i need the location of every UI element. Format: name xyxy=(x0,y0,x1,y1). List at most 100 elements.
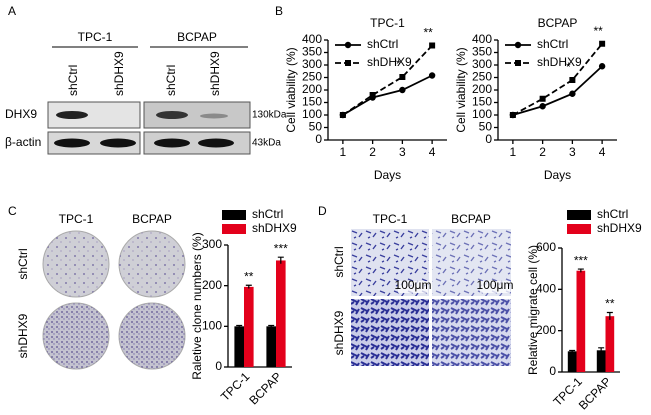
y-tick-label: 200 xyxy=(536,323,556,337)
error-bar xyxy=(598,347,605,353)
legend-label: shCtrl xyxy=(597,207,628,221)
western-blot: TPC-1 BCPAP shCtrl shDHX9 shCtrl shDHX9 … xyxy=(5,30,287,155)
point xyxy=(428,72,436,79)
point xyxy=(539,95,546,102)
y-tick-label: 200 xyxy=(472,82,492,96)
group-label: TPC-1 xyxy=(78,30,113,44)
legend-marker xyxy=(345,60,351,66)
point xyxy=(509,112,516,118)
chart-title: BCPAP xyxy=(538,16,578,30)
y-tick-label: 0 xyxy=(315,132,322,146)
group-label: BCPAP xyxy=(177,30,217,44)
scale-bar-label: 100μm xyxy=(477,278,514,292)
blot-box xyxy=(47,131,141,155)
bar xyxy=(244,286,254,367)
y-axis-label: Relative migrate cell (%) xyxy=(526,245,540,375)
y-tick-label: 300 xyxy=(472,57,492,71)
row-label: DHX9 xyxy=(5,107,37,121)
annotation: *** xyxy=(574,253,588,267)
y-tick-label: 100 xyxy=(302,107,322,121)
scale-bar-label: 100μm xyxy=(395,278,432,292)
panel-label: D xyxy=(318,204,327,218)
legend-marker xyxy=(344,41,352,49)
error-bar xyxy=(606,311,613,320)
point xyxy=(429,42,436,49)
legend-label: shDHX9 xyxy=(367,55,412,69)
column-label: BCPAP xyxy=(132,212,172,226)
scale-bg xyxy=(398,281,428,293)
micrograph-cells xyxy=(351,299,429,366)
point xyxy=(539,103,546,110)
error-bar xyxy=(268,324,275,328)
series-line xyxy=(342,74,433,116)
error-bar xyxy=(569,349,576,353)
legend-swatch xyxy=(567,224,591,234)
micrograph-cells xyxy=(432,299,511,366)
x-axis-label: Days xyxy=(544,168,571,182)
y-axis-label: Cell viability (%) xyxy=(454,47,468,132)
point xyxy=(399,74,406,80)
column-label: BCPAP xyxy=(451,212,491,226)
lane-label: shDHX9 xyxy=(112,51,126,96)
migration-images: TPC-1 BCPAP shCtrl shDHX9 100μm 100μm xyxy=(332,212,513,366)
y-tick-label: 600 xyxy=(536,240,556,254)
chart-title: TPC-1 xyxy=(370,16,405,30)
blot-box xyxy=(143,101,251,129)
legend-label: shCtrl xyxy=(252,207,283,221)
y-tick-label: 0 xyxy=(215,359,222,373)
legend-swatch xyxy=(567,210,591,220)
legend-label: shDHX9 xyxy=(537,55,582,69)
legend-label: shCtrl xyxy=(537,37,568,51)
x-tick-label: 2 xyxy=(369,145,376,159)
y-tick-label: 150 xyxy=(472,95,492,109)
y-tick-label: 350 xyxy=(472,45,492,59)
band xyxy=(54,138,90,148)
legend-label: shCtrl xyxy=(367,37,398,51)
error-bar xyxy=(577,268,584,273)
annotation: * xyxy=(396,57,401,71)
y-tick-label: 0 xyxy=(549,364,556,378)
y-axis-label: Cell viability (%) xyxy=(284,47,298,132)
y-tick-label: 200 xyxy=(302,82,322,96)
x-tick-label: 3 xyxy=(399,145,406,159)
point xyxy=(339,112,346,118)
series-line xyxy=(512,65,603,116)
error-bar xyxy=(236,324,243,328)
row-label: shCtrl xyxy=(332,246,346,277)
legend-marker xyxy=(515,60,521,66)
bar xyxy=(234,326,244,367)
row-label: β-actin xyxy=(5,135,41,149)
x-tick-label: 2 xyxy=(539,145,546,159)
band xyxy=(100,138,136,148)
bar xyxy=(567,351,577,372)
point xyxy=(599,40,606,47)
y-tick-label: 100 xyxy=(472,107,492,121)
error-bar xyxy=(245,284,252,289)
dish-colonies xyxy=(119,303,185,369)
annotation: ** xyxy=(244,269,254,283)
annotation: ** xyxy=(593,24,603,38)
bar xyxy=(596,350,606,372)
x-tick-label: BCPAP xyxy=(246,369,284,407)
point xyxy=(569,77,576,83)
x-tick-label: BCPAP xyxy=(576,374,614,412)
row-label: shDHX9 xyxy=(16,313,30,358)
dish-colonies xyxy=(43,303,109,369)
bar xyxy=(276,260,286,367)
row-label: shCtrl xyxy=(16,248,30,279)
bar xyxy=(605,316,615,372)
legend-swatch xyxy=(222,224,246,234)
y-tick-label: 250 xyxy=(302,70,322,84)
panel-label: C xyxy=(8,204,17,218)
y-tick-label: 50 xyxy=(479,120,493,134)
y-tick-label: 300 xyxy=(302,57,322,71)
row-label: shDHX9 xyxy=(332,310,346,355)
x-tick-label: 1 xyxy=(510,145,517,159)
y-tick-label: 350 xyxy=(302,45,322,59)
annotation: ** xyxy=(605,297,615,311)
legend-swatch xyxy=(222,210,246,220)
